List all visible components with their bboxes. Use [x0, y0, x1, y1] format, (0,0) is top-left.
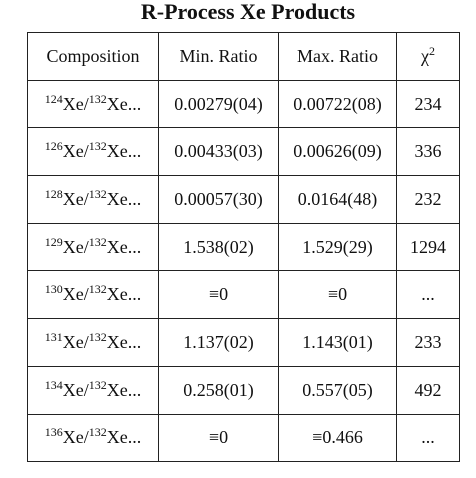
max-ratio-cell: 0.557(05) — [278, 365, 397, 415]
xe-ratio-table: Composition Min. Ratio Max. Ratio χ2 124… — [27, 32, 460, 463]
denominator-element: Xe... — [106, 93, 142, 114]
table-row: 130Xe/132Xe... ≡0 ≡0 ... — [27, 270, 460, 320]
numerator-mass-number: 131 — [44, 329, 63, 344]
chi-symbol: χ — [421, 45, 429, 66]
table-title: R-Process Xe Products — [140, 0, 356, 24]
table-row: 128Xe/132Xe... 0.00057(30) 0.0164(48) 23… — [27, 175, 460, 224]
min-ratio-cell: 1.137(02) — [158, 318, 279, 367]
numerator-element: Xe/ — [62, 141, 89, 162]
composition-cell: 130Xe/132Xe... — [27, 270, 159, 320]
denominator-element: Xe... — [106, 141, 142, 162]
chi-power: 2 — [429, 43, 435, 58]
composition-cell: 126Xe/132Xe... — [27, 127, 159, 177]
max-ratio-cell: ≡0.466 — [278, 413, 397, 463]
min-ratio-cell: ≡0 — [158, 413, 279, 463]
denominator-mass-number: 132 — [88, 282, 107, 297]
composition-cell: 128Xe/132Xe... — [27, 175, 159, 224]
denominator-element: Xe... — [106, 236, 142, 257]
chi-squared-cell: 234 — [396, 79, 460, 129]
chi-squared-cell: 1294 — [396, 222, 460, 272]
table-row: 131Xe/132Xe... 1.137(02) 1.143(01) 233 — [27, 318, 460, 367]
table-row: 126Xe/132Xe... 0.00433(03) 0.00626(09) 3… — [27, 127, 460, 177]
max-ratio-cell: 1.143(01) — [278, 318, 397, 367]
denominator-mass-number: 132 — [88, 425, 107, 440]
numerator-element: Xe/ — [62, 93, 89, 114]
table-row: 124Xe/132Xe... 0.00279(04) 0.00722(08) 2… — [27, 79, 460, 129]
header-composition: Composition — [27, 32, 159, 81]
min-ratio-cell: 0.00433(03) — [158, 127, 279, 177]
denominator-element: Xe... — [106, 427, 142, 448]
numerator-mass-number: 134 — [44, 377, 63, 392]
max-ratio-cell: 0.00722(08) — [278, 79, 397, 129]
denominator-mass-number: 132 — [88, 377, 107, 392]
denominator-element: Xe... — [106, 379, 142, 400]
header-chi-squared: χ2 — [396, 32, 460, 81]
denominator-mass-number: 132 — [88, 91, 107, 106]
chi-squared-cell: 336 — [396, 127, 460, 177]
min-ratio-cell: 0.258(01) — [158, 365, 279, 415]
min-ratio-cell: ≡0 — [158, 270, 279, 320]
table-row: 134Xe/132Xe... 0.258(01) 0.557(05) 492 — [27, 365, 460, 415]
denominator-mass-number: 132 — [88, 139, 107, 154]
max-ratio-cell: 0.0164(48) — [278, 175, 397, 224]
min-ratio-cell: 0.00057(30) — [158, 175, 279, 224]
chi-squared-cell: 492 — [396, 365, 460, 415]
composition-cell: 131Xe/132Xe... — [27, 318, 159, 367]
composition-cell: 124Xe/132Xe... — [27, 79, 159, 129]
chi-squared-cell: 232 — [396, 175, 460, 224]
numerator-element: Xe/ — [62, 427, 89, 448]
numerator-element: Xe/ — [62, 379, 89, 400]
composition-cell: 134Xe/132Xe... — [27, 365, 159, 415]
header-min-ratio: Min. Ratio — [158, 32, 279, 81]
table-row: 136Xe/132Xe... ≡0 ≡0.466 ... — [27, 413, 460, 463]
composition-cell: 129Xe/132Xe... — [27, 222, 159, 272]
chi-squared-cell: ... — [396, 270, 460, 320]
denominator-mass-number: 132 — [88, 329, 107, 344]
table-row: 129Xe/132Xe... 1.538(02) 1.529(29) 1294 — [27, 222, 460, 272]
denominator-element: Xe... — [106, 331, 142, 352]
numerator-mass-number: 130 — [44, 282, 63, 297]
numerator-element: Xe/ — [62, 188, 89, 209]
denominator-mass-number: 132 — [88, 186, 107, 201]
denominator-element: Xe... — [106, 284, 142, 305]
min-ratio-cell: 0.00279(04) — [158, 79, 279, 129]
denominator-mass-number: 132 — [88, 234, 107, 249]
numerator-element: Xe/ — [62, 284, 89, 305]
numerator-mass-number: 129 — [44, 234, 63, 249]
numerator-mass-number: 124 — [44, 91, 63, 106]
max-ratio-cell: ≡0 — [278, 270, 397, 320]
numerator-mass-number: 128 — [44, 186, 63, 201]
max-ratio-cell: 1.529(29) — [278, 222, 397, 272]
chi-squared-cell: 233 — [396, 318, 460, 367]
composition-cell: 136Xe/132Xe... — [27, 413, 159, 463]
numerator-mass-number: 136 — [44, 425, 63, 440]
min-ratio-cell: 1.538(02) — [158, 222, 279, 272]
numerator-mass-number: 126 — [44, 139, 63, 154]
header-row: Composition Min. Ratio Max. Ratio χ2 — [27, 32, 460, 81]
numerator-element: Xe/ — [62, 331, 89, 352]
denominator-element: Xe... — [106, 188, 142, 209]
chi-squared-cell: ... — [396, 413, 460, 463]
numerator-element: Xe/ — [62, 236, 89, 257]
max-ratio-cell: 0.00626(09) — [278, 127, 397, 177]
header-max-ratio: Max. Ratio — [278, 32, 397, 81]
